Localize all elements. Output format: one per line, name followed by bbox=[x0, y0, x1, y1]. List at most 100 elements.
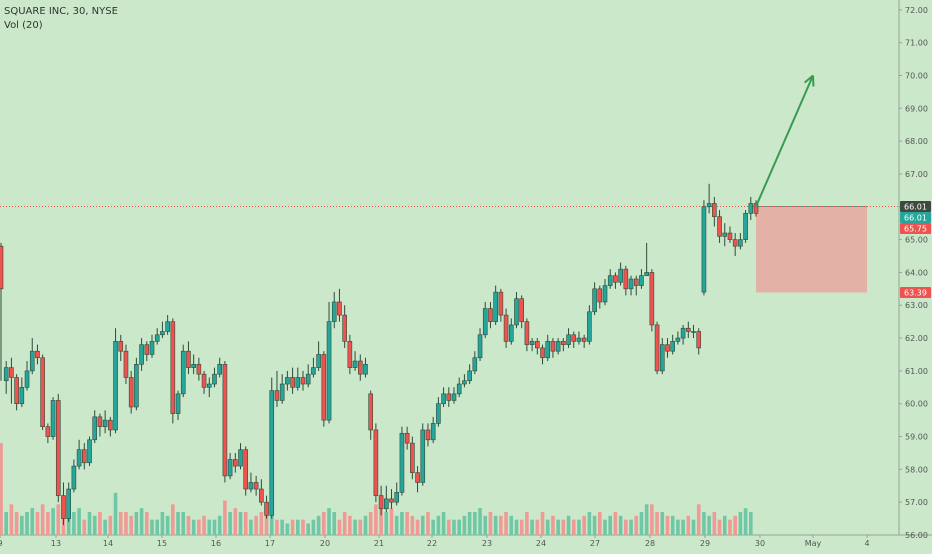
volume-bar bbox=[572, 520, 576, 535]
candle-down bbox=[369, 394, 373, 430]
candle-up bbox=[395, 492, 399, 502]
volume-bar bbox=[546, 520, 550, 535]
volume-bar bbox=[588, 512, 592, 535]
volume-bar bbox=[598, 512, 602, 535]
volume-bar bbox=[296, 520, 300, 535]
price-tick-label: 68.00 bbox=[905, 137, 928, 146]
price-tick-label: 72.00 bbox=[905, 6, 928, 15]
volume-bar bbox=[463, 516, 467, 535]
candle-up bbox=[457, 384, 461, 394]
candle-up bbox=[88, 440, 92, 463]
candle-down bbox=[56, 400, 60, 495]
volume-bar bbox=[223, 501, 227, 536]
candle-down bbox=[624, 269, 628, 289]
candle-up bbox=[577, 338, 581, 341]
candle-down bbox=[322, 354, 326, 420]
candle-up bbox=[249, 482, 253, 489]
candle-down bbox=[265, 502, 269, 515]
volume-bar bbox=[30, 508, 34, 535]
candle-up bbox=[77, 450, 81, 466]
candle-up bbox=[317, 354, 321, 367]
candle-down bbox=[291, 377, 295, 387]
volume-bar bbox=[494, 516, 498, 535]
volume-bar bbox=[306, 524, 310, 536]
candle-up bbox=[20, 387, 24, 403]
candle-down bbox=[379, 496, 383, 509]
volume-bar bbox=[577, 520, 581, 535]
volume-bar bbox=[88, 512, 92, 535]
volume-bar bbox=[260, 512, 264, 535]
chart-legend: SQUARE INC, 30, NYSE Vol (20) bbox=[4, 5, 118, 33]
candle-down bbox=[61, 496, 65, 519]
risk-zone bbox=[756, 206, 867, 292]
candle-up bbox=[155, 335, 159, 342]
time-tick-label: 27 bbox=[590, 539, 600, 548]
time-tick-label: 15 bbox=[157, 539, 167, 548]
volume-bar bbox=[317, 516, 321, 535]
volume-bar bbox=[645, 504, 649, 535]
volume-bar bbox=[405, 512, 409, 535]
candle-down bbox=[358, 361, 362, 374]
candle-down bbox=[728, 233, 732, 240]
volume-bar bbox=[499, 516, 503, 535]
time-tick-label: 13 bbox=[51, 539, 61, 548]
candle-down bbox=[244, 450, 248, 489]
candle-down bbox=[541, 348, 545, 358]
volume-bar bbox=[733, 516, 737, 535]
volume-bar bbox=[46, 512, 50, 535]
candle-up bbox=[738, 240, 742, 247]
candle-down bbox=[108, 420, 112, 430]
volume-bar bbox=[640, 512, 644, 535]
volume-bar bbox=[483, 516, 487, 535]
price-tick-label: 62.00 bbox=[905, 334, 928, 343]
candle-down bbox=[0, 246, 3, 289]
candle-down bbox=[171, 322, 175, 414]
volume-bar bbox=[213, 520, 217, 535]
volume-bar bbox=[702, 512, 706, 535]
candle-up bbox=[421, 430, 425, 483]
candle-up bbox=[160, 332, 164, 335]
volume-bar bbox=[541, 512, 545, 535]
candle-down bbox=[98, 417, 102, 427]
candle-up bbox=[239, 450, 243, 466]
candle-up bbox=[212, 374, 216, 384]
candle-up bbox=[567, 335, 571, 345]
candle-down bbox=[655, 325, 659, 371]
candle-up bbox=[530, 341, 534, 344]
candle-down bbox=[197, 364, 201, 374]
volume-bar bbox=[536, 520, 540, 535]
price-tick-label: 64.00 bbox=[905, 268, 928, 277]
candle-down bbox=[525, 322, 529, 345]
candle-up bbox=[468, 371, 472, 381]
volume-bar bbox=[343, 512, 347, 535]
candle-up bbox=[103, 420, 107, 427]
volume-bar bbox=[431, 520, 435, 535]
candle-up bbox=[181, 351, 185, 394]
candle-up bbox=[353, 361, 357, 368]
volume-bar bbox=[155, 520, 159, 535]
time-tick-label: 23 bbox=[482, 539, 492, 548]
symbol-title[interactable]: SQUARE INC, 30, NYSE bbox=[4, 5, 118, 19]
volume-bar bbox=[567, 516, 571, 535]
volume-bar bbox=[358, 520, 362, 535]
volume-indicator-title[interactable]: Vol (20) bbox=[4, 19, 118, 33]
candle-up bbox=[645, 272, 649, 275]
volume-bar bbox=[244, 512, 248, 535]
time-tick-label: 22 bbox=[427, 539, 437, 548]
candle-up bbox=[228, 460, 232, 476]
volume-bar bbox=[426, 512, 430, 535]
candle-up bbox=[4, 368, 8, 381]
candle-up bbox=[114, 341, 118, 430]
volume-bar bbox=[197, 520, 201, 535]
candle-up bbox=[431, 423, 435, 439]
candle-up bbox=[218, 364, 222, 374]
candle-up bbox=[51, 400, 55, 436]
volume-bar bbox=[421, 516, 425, 535]
candle-down bbox=[145, 345, 149, 355]
candle-down bbox=[504, 315, 508, 341]
volume-bar bbox=[348, 516, 352, 535]
volume-bar bbox=[301, 520, 305, 535]
volume-bar bbox=[338, 520, 342, 535]
